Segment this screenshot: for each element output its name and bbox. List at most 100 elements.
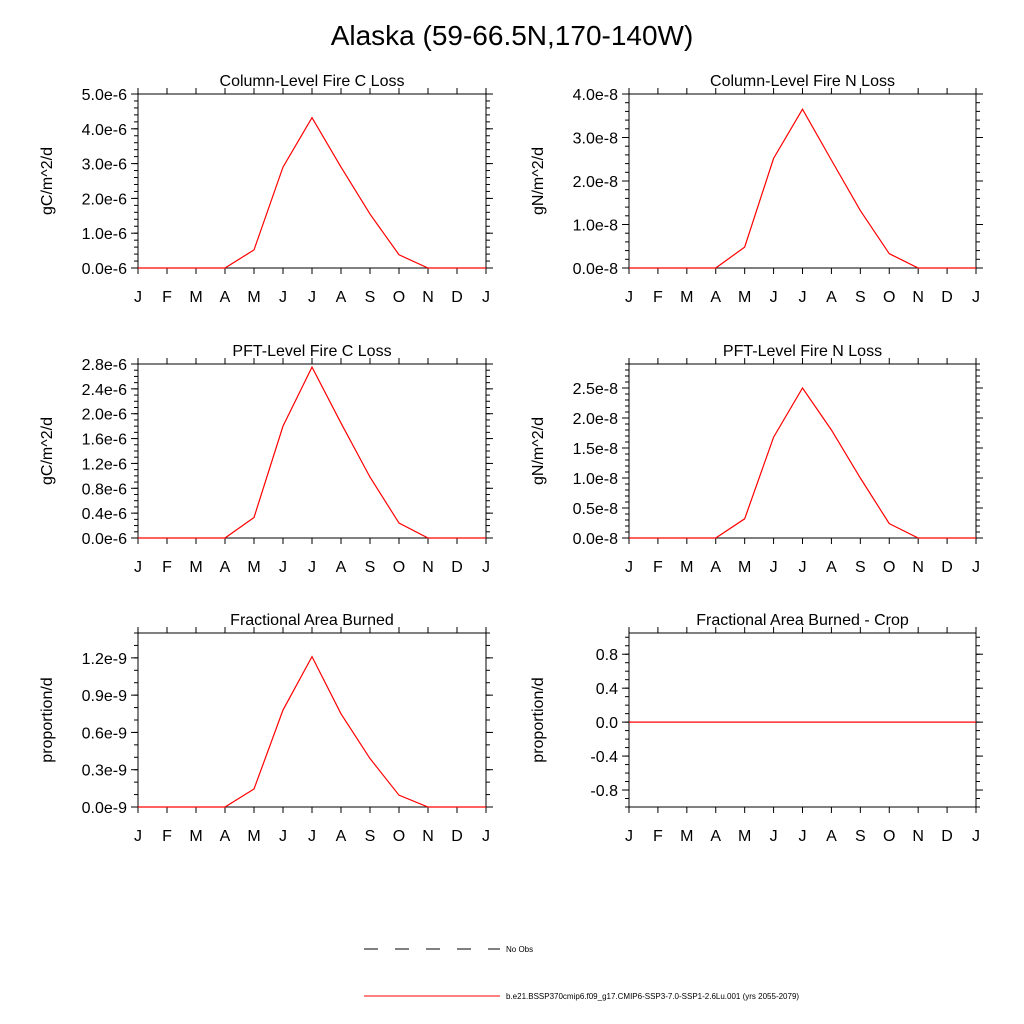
x-tick-label: F — [162, 289, 172, 306]
x-tick-label: S — [365, 289, 376, 306]
y-tick-label: 2.8e-6 — [82, 357, 127, 374]
x-tick-label: O — [393, 828, 405, 845]
x-tick-label: J — [134, 289, 142, 306]
plot-frame — [628, 363, 977, 539]
x-tick-label: A — [220, 559, 231, 576]
x-tick-label: A — [220, 289, 231, 306]
plot-frame — [137, 363, 487, 539]
figure-title: Alaska (59-66.5N,170-140W) — [330, 20, 694, 51]
panel-title: Fractional Area Burned — [230, 612, 394, 629]
y-tick-label: 2.0e-8 — [573, 411, 618, 428]
y-tick-label: 2.5e-8 — [573, 381, 618, 398]
y-axis-label: gC/m^2/d — [39, 417, 56, 485]
y-tick-label: 3.0e-6 — [82, 157, 127, 174]
x-tick-label: M — [680, 828, 693, 845]
plot-frame — [628, 632, 977, 808]
x-tick-label: N — [912, 289, 924, 306]
x-tick-label: J — [625, 828, 633, 845]
x-tick-label: J — [799, 828, 807, 845]
x-tick-label: N — [912, 559, 924, 576]
x-tick-label: D — [941, 289, 953, 306]
x-tick-label: J — [279, 289, 287, 306]
x-tick-label: F — [162, 559, 172, 576]
panel-title: PFT-Level Fire C Loss — [232, 343, 391, 360]
x-tick-label: S — [365, 828, 376, 845]
y-tick-label: 4.0e-8 — [573, 87, 618, 104]
x-tick-label: D — [451, 289, 463, 306]
y-tick-label: 0.8 — [596, 647, 618, 664]
x-tick-label: J — [972, 289, 980, 306]
x-tick-label: O — [883, 289, 895, 306]
series-line — [629, 108, 976, 269]
x-tick-label: F — [162, 828, 172, 845]
plot-frame — [628, 93, 977, 269]
x-tick-label: A — [336, 828, 347, 845]
x-tick-label: A — [710, 828, 721, 845]
x-tick-label: F — [653, 828, 663, 845]
y-tick-label: 2.0e-6 — [82, 191, 127, 208]
y-axis-label: proportion/d — [39, 677, 56, 762]
x-tick-label: F — [653, 289, 663, 306]
y-axis-label: proportion/d — [530, 677, 547, 762]
legend-item: b.e21.BSSP370cmip6.f09_g17.CMIP6-SSP3-7.… — [364, 992, 799, 1001]
x-tick-label: O — [393, 289, 405, 306]
series-line — [138, 655, 486, 808]
y-tick-label: 1.0e-8 — [573, 471, 618, 488]
x-tick-label: S — [365, 559, 376, 576]
x-tick-label: M — [189, 289, 202, 306]
series-line — [629, 386, 976, 539]
x-tick-label: A — [336, 289, 347, 306]
y-tick-label: 5.0e-6 — [82, 87, 127, 104]
x-tick-label: A — [826, 559, 837, 576]
y-tick-label: 0.4e-6 — [82, 506, 127, 523]
x-tick-label: N — [422, 559, 434, 576]
chart-panel: Fractional Area Burned - Crop proportion/… — [530, 612, 983, 845]
x-tick-label: J — [482, 559, 490, 576]
x-tick-label: J — [770, 828, 778, 845]
x-tick-label: M — [247, 559, 260, 576]
panel-title: Column-Level Fire N Loss — [710, 73, 895, 90]
y-tick-label: 0.0e-9 — [82, 800, 127, 817]
y-tick-label: 2.0e-8 — [573, 174, 618, 191]
x-tick-label: J — [308, 559, 316, 576]
x-tick-label: A — [826, 289, 837, 306]
x-tick-label: O — [393, 559, 405, 576]
y-tick-label: 0.6e-9 — [82, 725, 127, 742]
y-tick-label: 2.4e-6 — [82, 382, 127, 399]
x-tick-label: J — [308, 289, 316, 306]
y-tick-label: 1.5e-8 — [573, 441, 618, 458]
x-tick-label: M — [189, 559, 202, 576]
y-axis-label: gC/m^2/d — [39, 147, 56, 215]
x-tick-label: A — [826, 828, 837, 845]
y-tick-label: 0.5e-8 — [573, 501, 618, 518]
plot-frame — [137, 93, 487, 269]
y-tick-label: 1.6e-6 — [82, 432, 127, 449]
x-tick-label: J — [279, 559, 287, 576]
x-tick-label: J — [482, 828, 490, 845]
y-tick-label: 0.0e-8 — [573, 531, 618, 548]
x-tick-label: D — [941, 559, 953, 576]
x-tick-label: J — [770, 559, 778, 576]
panel-title: PFT-Level Fire N Loss — [723, 343, 882, 360]
x-tick-label: N — [422, 828, 434, 845]
legend-label: No Obs — [506, 945, 533, 954]
x-tick-label: F — [653, 559, 663, 576]
x-tick-label: J — [625, 559, 633, 576]
y-tick-label: 0.9e-9 — [82, 688, 127, 705]
x-tick-label: M — [738, 559, 751, 576]
y-axis-label: gN/m^2/d — [530, 417, 547, 485]
x-tick-label: N — [422, 289, 434, 306]
x-tick-label: S — [855, 828, 866, 845]
x-tick-label: M — [680, 289, 693, 306]
x-tick-label: M — [738, 289, 751, 306]
y-tick-label: 1.2e-9 — [82, 651, 127, 668]
legend-item: No Obs — [364, 945, 533, 954]
y-tick-label: 0.4 — [596, 681, 618, 698]
x-tick-label: J — [972, 559, 980, 576]
x-tick-label: M — [738, 828, 751, 845]
